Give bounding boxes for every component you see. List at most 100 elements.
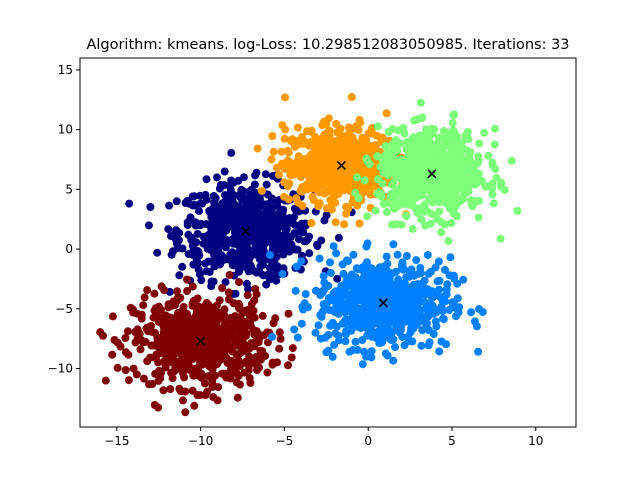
data-point	[293, 333, 302, 342]
data-point	[290, 220, 299, 229]
data-point	[296, 137, 305, 146]
data-point	[173, 287, 182, 296]
data-point	[372, 287, 380, 296]
data-point	[489, 199, 498, 208]
data-point	[217, 369, 226, 378]
data-point	[423, 251, 432, 259]
data-point	[331, 198, 340, 207]
data-point	[267, 194, 276, 203]
data-point	[484, 151, 493, 160]
data-point	[139, 301, 148, 310]
data-point	[389, 356, 398, 365]
data-point	[345, 347, 354, 356]
data-point	[252, 250, 261, 259]
data-point	[189, 369, 197, 378]
data-point	[246, 322, 255, 331]
data-point	[206, 343, 215, 352]
data-point	[212, 301, 221, 310]
centroid-marker	[378, 298, 388, 308]
data-point	[196, 191, 204, 200]
data-point	[175, 384, 184, 393]
data-point	[382, 109, 391, 118]
data-point	[292, 194, 301, 203]
data-point	[198, 332, 207, 341]
data-point	[497, 178, 506, 187]
data-point	[321, 333, 330, 342]
data-point	[371, 275, 380, 284]
data-point	[194, 343, 203, 352]
data-point	[330, 168, 339, 176]
data-point	[180, 373, 189, 382]
data-point	[474, 347, 483, 356]
data-point	[139, 374, 148, 383]
data-point	[428, 140, 437, 149]
data-point	[165, 201, 174, 210]
data-point	[314, 321, 323, 330]
data-point	[146, 353, 155, 362]
data-point	[399, 123, 408, 132]
data-point	[210, 198, 219, 207]
data-point	[491, 124, 499, 133]
data-point	[294, 235, 303, 244]
data-point	[219, 219, 228, 228]
data-point	[196, 391, 205, 400]
data-point	[475, 197, 484, 205]
data-point	[443, 188, 452, 197]
data-point	[358, 360, 367, 369]
y-tick-label: 5	[65, 182, 73, 196]
data-point	[402, 252, 411, 260]
data-point	[281, 93, 289, 102]
data-point	[204, 237, 213, 246]
data-point	[211, 328, 220, 337]
data-point	[394, 171, 403, 180]
data-point	[252, 168, 261, 177]
data-point	[174, 364, 183, 373]
data-point	[437, 228, 446, 237]
data-point	[263, 338, 272, 347]
data-point	[144, 327, 153, 336]
data-point	[168, 374, 177, 383]
data-point	[251, 285, 260, 293]
data-point	[352, 181, 361, 190]
data-point	[388, 180, 397, 189]
data-point	[357, 289, 365, 298]
data-point	[287, 353, 296, 362]
data-point	[274, 196, 282, 205]
data-point	[256, 346, 265, 355]
data-point	[172, 226, 181, 235]
chart-title: Algorithm: kmeans. log-Loss: 10.29851208…	[86, 37, 569, 53]
data-point	[408, 224, 417, 233]
data-point	[244, 285, 253, 293]
data-point	[365, 290, 374, 299]
data-point	[438, 179, 447, 188]
data-point	[286, 171, 295, 179]
data-point	[472, 179, 481, 188]
data-point	[269, 147, 278, 156]
data-point	[303, 127, 312, 136]
data-point	[194, 259, 203, 267]
data-point	[336, 178, 345, 187]
data-point	[247, 194, 256, 203]
data-point	[265, 270, 274, 279]
data-point	[427, 124, 436, 133]
data-point	[445, 271, 454, 280]
y-tick-label: −5	[55, 302, 73, 316]
data-point	[465, 155, 474, 164]
data-point	[367, 347, 376, 356]
data-point	[341, 288, 350, 297]
data-point	[447, 219, 456, 228]
data-point	[301, 182, 310, 191]
data-point	[307, 219, 316, 227]
data-point	[213, 173, 221, 182]
data-point	[474, 213, 483, 222]
data-point	[444, 176, 453, 185]
data-point	[221, 278, 230, 287]
data-point	[434, 291, 443, 300]
data-point	[233, 262, 242, 271]
data-point	[342, 165, 351, 174]
data-point	[349, 306, 358, 315]
data-point	[268, 360, 277, 369]
data-point	[110, 336, 119, 344]
data-point	[253, 207, 262, 216]
data-point	[393, 156, 401, 165]
